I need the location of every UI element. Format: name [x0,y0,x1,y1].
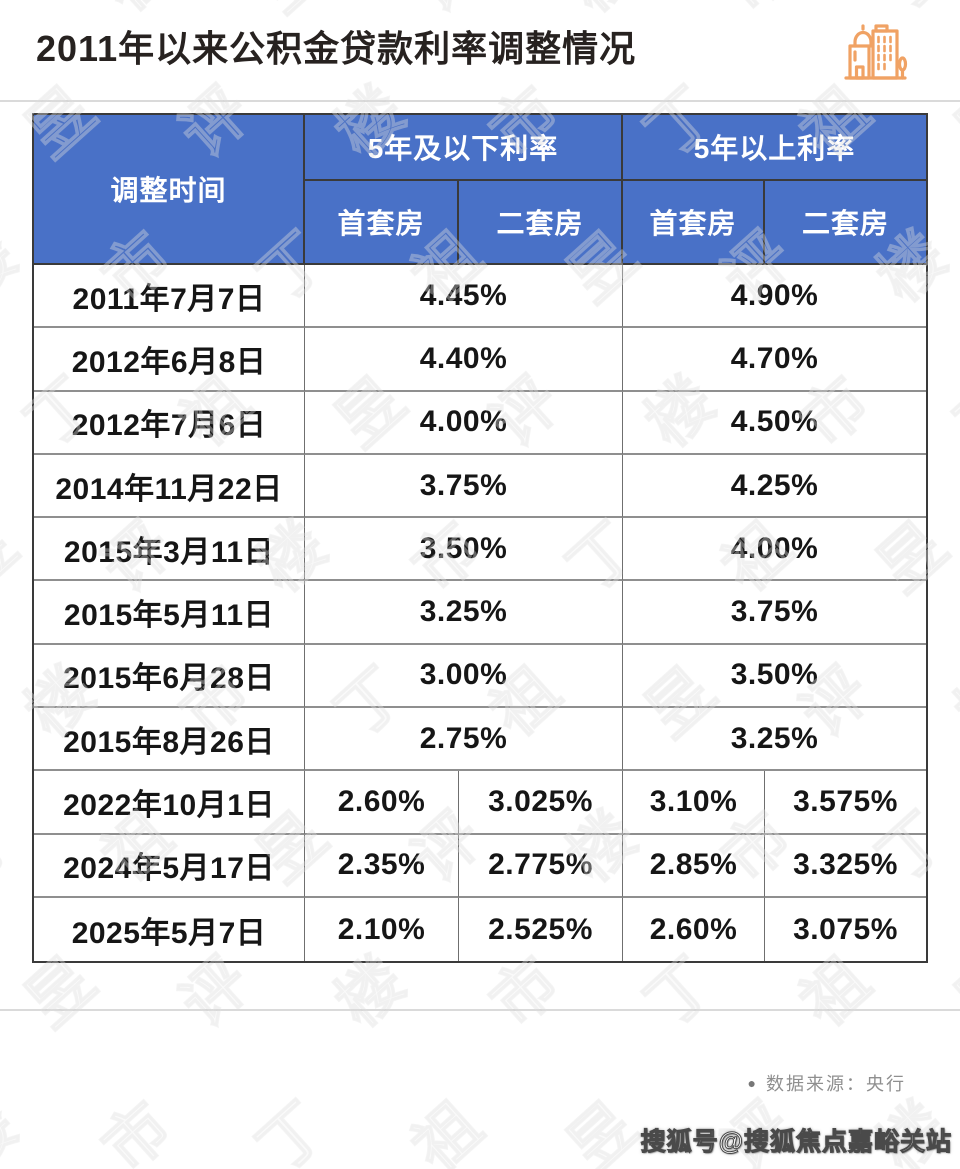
rate-cell: 3.00% [305,644,623,709]
header-cell-over5-second: 二套房 [765,181,926,265]
rate-cell: 2.35% [305,834,459,898]
rate-cell: 3.75% [305,454,623,519]
rate-cell: 4.40% [305,328,623,392]
rate-cell: 3.50% [305,518,623,582]
rate-cell: 2.75% [305,708,623,772]
rate-table: 调整时间 5年及以下利率 5年以上利率 首套房 二套房 首套房 二套房 2011… [32,113,928,964]
rate-cell: 3.025% [459,771,623,835]
watermark-glyph: 评 [398,0,495,26]
watermark-glyph: 昱 [553,1088,650,1169]
rate-cell: 2.85% [623,834,765,898]
watermark-glyph: 丁 [941,363,960,461]
rate-cell: 2.525% [459,897,623,962]
watermark-glyph: 昱 [243,0,340,26]
watermark-glyph: 昱 [941,943,960,1041]
header-cell-under5-group: 5年及以下利率 [305,115,623,181]
watermark-glyph: 楼 [0,218,31,316]
date-cell: 2012年6月8日 [34,328,305,392]
watermark-glyph: 祖 [398,1088,495,1169]
watermark-glyph: 昱 [553,1088,650,1169]
header-cell-time: 调整时间 [34,115,305,265]
rate-cell: 3.75% [623,581,926,645]
header-cell-over5-group: 5年以上利率 [623,115,926,181]
watermark-glyph: 昱 [243,0,340,26]
rate-cell: 4.90% [623,265,926,329]
header-cell-under5-first: 首套房 [305,181,459,265]
date-cell: 2014年11月22日 [34,454,305,519]
rate-cell: 4.70% [623,328,926,392]
watermark-glyph: 祖 [88,0,185,26]
date-cell: 2015年3月11日 [34,518,305,582]
watermark-glyph: 丁 [941,363,960,461]
rate-cell: 4.50% [623,392,926,455]
watermark-glyph: 楼 [941,653,960,751]
dot-icon: ● [747,1075,756,1091]
data-source-note: ● 数据来源：央行 [748,1070,906,1096]
date-cell: 2022年10月1日 [34,771,305,835]
watermark-glyph: 昱 [941,73,960,171]
header-cell-over5-first: 首套房 [623,181,765,265]
data-source-label: 数据来源：央行 [766,1074,906,1094]
watermark-glyph: 楼 [553,0,650,26]
date-cell: 2015年6月28日 [34,644,305,709]
rate-cell: 4.25% [623,455,926,519]
date-cell: 2011年7月7日 [34,265,305,329]
rate-cell: 3.10% [623,771,765,835]
watermark-glyph: 丁 [0,0,31,26]
date-cell: 2012年7月6日 [34,391,305,455]
watermark-glyph: 昱 [0,508,31,606]
date-cell: 2025年5月7日 [34,897,305,962]
watermark-glyph: 楼 [0,218,31,316]
rate-cell: 4.00% [305,391,623,455]
rate-cell: 2.775% [459,834,623,898]
watermark-glyph: 昱 [0,508,31,606]
rate-cell: 2.60% [623,897,765,962]
watermark-glyph: 昱 [941,943,960,1041]
watermark-glyph: 市 [708,0,805,26]
sohu-watermark: 搜狐号@搜狐焦点嘉峪关站 [640,1128,952,1157]
rate-cell: 3.25% [623,708,926,772]
watermark-glyph: 市 [88,1088,185,1169]
page-title: 2011年以来公积金贷款利率调整情况 [36,28,637,69]
watermark-glyph: 丁 [0,0,31,26]
watermark-glyph: 祖 [398,1088,495,1169]
watermark-glyph: 楼 [941,653,960,751]
title-divider [0,100,960,102]
watermark-glyph: 丁 [0,798,31,896]
buildings-icon [842,18,910,84]
rate-cell: 4.00% [623,518,926,582]
watermark-glyph: 市 [708,0,805,26]
rate-cell: 3.325% [765,835,926,898]
rate-cell: 3.075% [793,912,898,946]
watermark-glyph: 楼 [0,1088,31,1169]
date-cell: 2015年8月26日 [34,708,305,772]
watermark-glyph: 祖 [88,0,185,26]
date-cell: 2015年5月11日 [34,581,305,645]
watermark-glyph: 昱 [941,73,960,171]
watermark-glyph: 丁 [243,1088,340,1169]
watermark-glyph: 楼 [553,0,650,26]
header-cell-under5-second: 二套房 [459,181,623,265]
watermark-glyph: 丁 [243,1088,340,1169]
watermark-glyph: 丁 [0,798,31,896]
rate-cell: 2.10% [305,897,459,962]
date-cell: 2024年5月17日 [34,834,305,898]
rate-cell: 3.50% [623,645,926,709]
watermark-glyph: 楼 [0,1088,31,1169]
rate-cell: 4.45% [305,265,623,329]
watermark-glyph: 评 [398,0,495,26]
watermark-glyph: 市 [88,1088,185,1169]
rate-cell: 3.25% [305,581,623,645]
rate-cell: 3.575% [765,771,926,835]
rate-cell: 2.60% [305,771,459,835]
footer-divider [0,1009,960,1011]
